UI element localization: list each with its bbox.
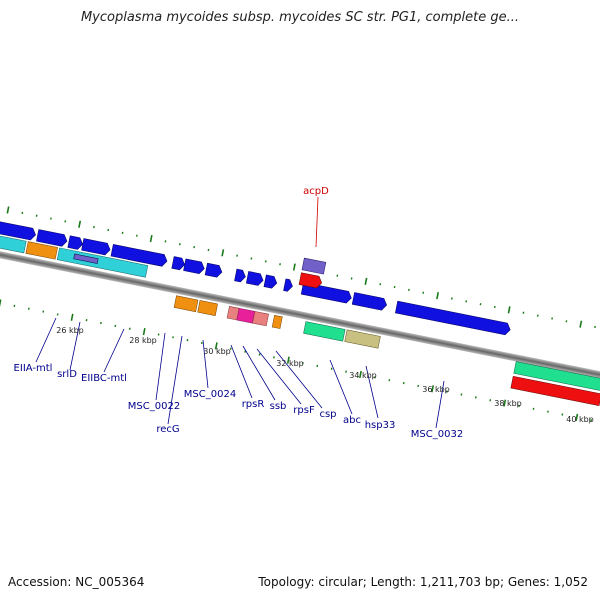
gene-arrow[interactable] [351,292,388,311]
tick-mark [579,320,583,328]
gene-arrow[interactable] [234,268,246,283]
tick-label-34: 34 kbp [349,371,377,380]
gene-block[interactable] [271,315,283,329]
gene-block[interactable] [197,300,218,316]
accession-text: Accession: NC_005364 [8,575,145,589]
tick-mark [142,328,146,336]
gene-label-MSC_0032[interactable]: MSC_0032 [411,429,463,440]
gene-label-EIIBC-mtl[interactable]: EIIBC-mtl [81,373,127,384]
gene-block[interactable] [0,229,27,254]
gene-label-hsp33[interactable]: hsp33 [365,420,396,431]
tick-mark [78,220,82,228]
tick-mark [221,249,225,257]
tick-mark [214,342,218,350]
gene-block[interactable] [510,375,600,406]
gene-arrow[interactable] [263,274,278,289]
tick-mark [364,277,368,285]
tick-mark [286,356,290,364]
gene-block[interactable] [173,295,199,313]
gene-track [0,215,600,406]
gene-label-EIIA-mtl[interactable]: EIIA-mtl [14,363,53,374]
reverse-strand [173,295,600,406]
tick-mark [359,370,362,379]
tick-mark [436,292,440,300]
gene-block[interactable] [252,311,269,327]
tick-mark [6,206,10,214]
tick-mark [70,313,74,321]
gene-label-srlD[interactable]: srlD [57,369,77,380]
gene-arrow[interactable] [298,272,323,289]
gene-arrow[interactable] [36,229,68,247]
gene-block[interactable] [344,329,381,349]
gene-arrow[interactable] [395,300,511,336]
gene-block[interactable] [25,241,58,260]
gene-arrow[interactable] [171,256,186,271]
tick-label-36: 36 kbp [422,385,450,394]
gene-label-recG[interactable]: recG [156,424,179,435]
backbone [0,240,600,393]
gene-block[interactable] [513,361,600,392]
forward-strand [0,215,511,336]
tick-mark [503,399,507,407]
gene-label-rpsF[interactable]: rpsF [293,405,315,416]
gene-block[interactable] [73,253,99,264]
gene-block[interactable] [303,321,346,342]
gene-label-MSC_0022[interactable]: MSC_0022 [128,401,180,412]
tick-label-40: 40 kbp [566,415,594,424]
gene-labels: acpD EIIA-mtl srlD EIIBC-mtl MSC_0022 re… [14,186,464,440]
gene-arrow[interactable] [204,262,223,278]
label-leaders [35,196,445,429]
gene-arrow[interactable] [245,271,264,286]
tick-label-38: 38 kbp [494,399,522,408]
tick-mark [0,299,2,307]
tick-label-28: 28 kbp [129,336,157,345]
tick-mark [149,234,153,243]
tick-mark [507,306,511,314]
gene-arrow[interactable] [110,244,168,267]
genome-stats-text: Topology: circular; Length: 1,211,703 bp… [258,575,588,589]
tick-mark [431,385,435,393]
gene-block[interactable] [301,257,327,275]
tick-mark [292,263,296,271]
gene-arrow[interactable] [81,238,112,256]
gene-label-MSC_0024[interactable]: MSC_0024 [184,389,236,400]
gene-label-abc[interactable]: abc [343,415,361,426]
gene-block[interactable] [236,307,256,324]
tick-mark [575,413,579,421]
gene-label-csp[interactable]: csp [319,409,336,420]
tick-labels: 26 kbp 28 kbp 30 kbp 32 kbp 34 kbp 36 kb… [56,326,594,424]
gene-arrow[interactable] [67,235,84,251]
gene-label-rpsR[interactable]: rpsR [242,399,265,410]
tick-label-30: 30 kbp [203,347,231,356]
tick-label-26: 26 kbp [56,326,84,335]
gene-label-acpD[interactable]: acpD [303,186,329,197]
tick-label-32: 32 kbp [276,359,304,368]
gene-arrow[interactable] [283,278,294,292]
acpD-features [298,257,327,289]
map-title: Mycoplasma mycoides subsp. mycoides SC s… [80,10,520,25]
gene-label-ssb[interactable]: ssb [270,401,287,412]
gene-arrow[interactable] [0,215,37,241]
gene-arrow[interactable] [183,258,206,275]
